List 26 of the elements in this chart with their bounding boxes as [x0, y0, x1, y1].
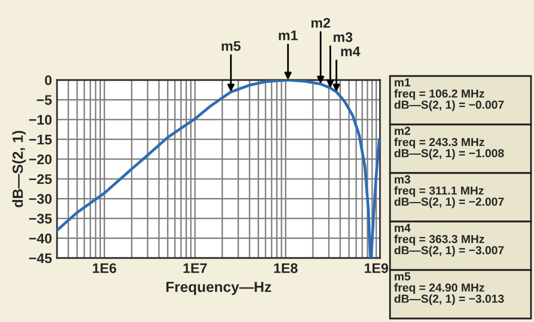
text: m3 freq = 311.1 MHz dB—S(2, 1) = −2.007	[394, 175, 504, 208]
x-tick-label: 1E7	[184, 263, 207, 273]
y-tick-label: −40	[29, 234, 52, 244]
y-tick-label: −15	[29, 134, 52, 145]
y-tick-label: −30	[29, 194, 52, 204]
annotation: m5	[222, 41, 241, 51]
text: m4 freq = 363.3 MHz dB—S(2, 1) = −3.007	[394, 224, 504, 257]
x-tick-label: 1E6	[92, 263, 116, 274]
annotation: m2	[312, 18, 330, 28]
x-tick-label: 1E9	[364, 263, 388, 274]
y-tick-label: −35	[29, 214, 52, 224]
text: m1 freq = 106.2 MHz dB—S(2, 1) = −0.007	[394, 78, 504, 112]
annotation: m4	[341, 46, 360, 56]
text: m2 freq = 243.3 MHz dB—S(2, 1) = −1.008	[394, 126, 504, 160]
annotation: m1	[278, 30, 298, 40]
y-tick-label: 0	[44, 75, 52, 86]
y-tick-label: −5	[36, 95, 52, 105]
annotation: m3	[334, 32, 352, 42]
x-axis-title: Frequency—Hz	[166, 282, 272, 295]
y-tick-label: −45	[29, 253, 52, 264]
text: m5 freq = 24.90 MHz dB—S(2, 1) = −3.013	[394, 272, 504, 306]
y-tick-label: −10	[29, 114, 52, 125]
y-tick-label: −20	[29, 154, 52, 164]
y-tick-label: −25	[29, 174, 52, 184]
x-tick-label: 1E8	[274, 263, 298, 274]
y-axis-title: dB—S(2, 1)	[12, 130, 26, 208]
